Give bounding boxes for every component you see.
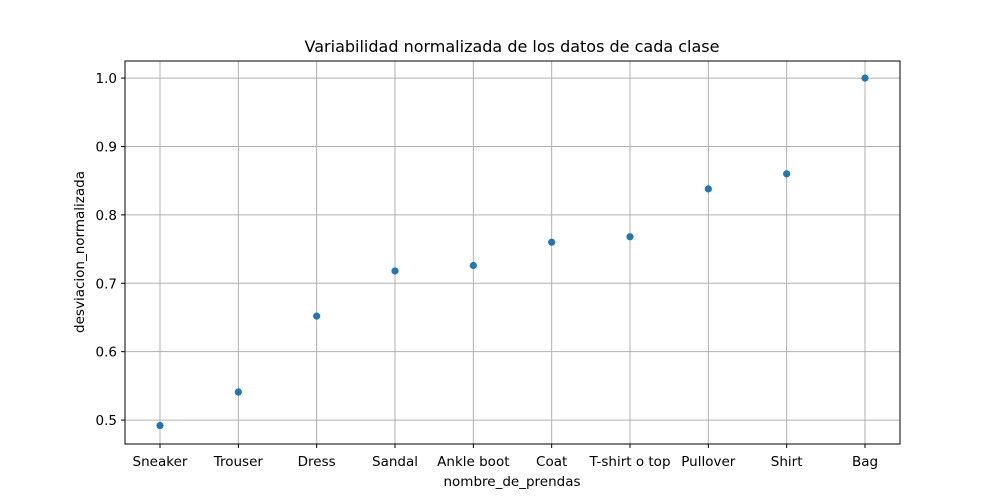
data-point [313,312,321,320]
axis-ticks: Sneaker Trouser Dress Sandal Ankle boot Coat T… [96,71,879,470]
x-tick-label: Pullover [681,454,736,470]
y-tick-label: 0.7 [96,276,117,292]
data-point [783,170,791,178]
x-tick-label: T-shirt o top [588,454,670,470]
grid [125,61,900,444]
data-point [548,238,556,246]
y-tick-label: 0.5 [96,413,117,429]
data-points [156,74,869,430]
plot-area-frame [124,60,901,445]
x-tick-label: Coat [536,454,567,470]
data-point [626,233,634,241]
data-point [391,267,399,275]
y-tick-label: 0.9 [96,139,117,155]
chart-title: Variabilidad normalizada de los datos de… [305,37,720,56]
data-point [704,185,712,193]
x-tick-label: Dress [298,454,336,470]
x-tick-label: Sneaker [133,454,188,470]
data-point [156,421,164,430]
x-axis-label: nombre_de_prendas [443,474,580,490]
x-tick-label: Trouser [213,454,264,470]
y-tick-label: 0.6 [96,345,117,361]
y-tick-label: 1.0 [96,71,117,87]
x-tick-label: Sandal [372,454,418,470]
data-point [861,74,869,82]
y-axis-label: desviacion_normalizada [72,171,88,333]
x-tick-label: Shirt [771,454,803,470]
data-point [234,388,242,396]
x-tick-label: Bag [852,454,878,470]
x-tick-label: Ankle boot [437,454,509,470]
data-point [469,261,477,270]
y-tick-label: 0.8 [96,208,117,224]
